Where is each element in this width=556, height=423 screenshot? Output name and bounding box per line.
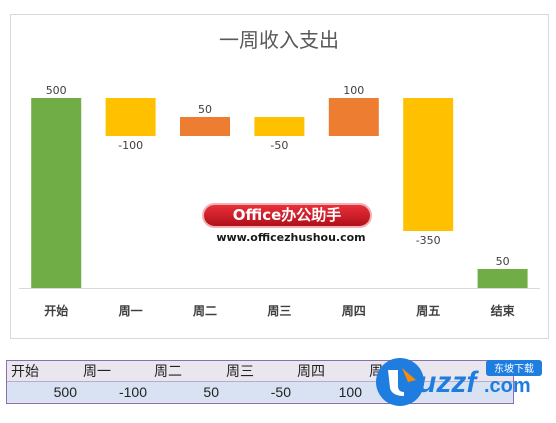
data-label: -350 [416,234,441,247]
sheet-value-cell[interactable]: 50 [203,384,219,400]
data-label: 100 [343,84,364,97]
sheet-header-row: 开始 周一 周二 周三 周四 周 [7,361,513,382]
sheet-value-cell[interactable]: -100 [118,384,147,400]
sheet-header-cell[interactable]: 周一 [83,363,111,379]
watermark-url: www.officezhushou.com [216,231,366,244]
sheet-header-cell[interactable]: 周四 [297,363,325,379]
chart-area: 一周收入支出 500 开始 -100 周一 50 周二 -50 周三 100 周四 -350 周五 50… [10,14,549,339]
x-tick-label: 周五 [416,304,440,318]
data-label: -100 [118,139,143,152]
x-tick-label: 结束 [491,303,516,318]
data-label: 50 [198,103,212,116]
uzzf-logo: uzzf .com 东坡下载 [376,358,542,406]
logo-suffix-text: .com [484,375,531,397]
x-tick-label: 周一 [119,304,143,318]
bar-周三 [254,117,305,136]
x-tick-label: 开始 [44,303,68,318]
bar-周四 [328,98,379,136]
x-tick-label: 周三 [267,304,291,318]
x-tick-label: 周二 [193,304,217,318]
chart-title: 一周收入支出 [219,28,339,52]
bar-周一 [105,98,156,136]
data-label: -50 [270,139,288,152]
sheet-value-cell[interactable]: 500 [53,384,77,400]
data-label: 50 [496,255,510,268]
logo-tag-text: 东坡下载 [494,362,534,375]
logo-main-text: uzzf [418,366,479,399]
bar-周五 [403,98,454,231]
data-label: 500 [46,84,67,97]
bar-结束 [477,269,528,288]
sheet-header-cell[interactable]: 周三 [226,363,254,379]
waterfall-chart: 一周收入支出 500 开始 -100 周一 50 周二 -50 周三 100 周四 -350 周五 50… [19,28,540,318]
sheet-header-cell[interactable]: 开始 [11,363,39,379]
logo-circle-icon [376,358,424,406]
bar-开始 [31,98,82,288]
x-tick-label: 周四 [342,304,366,318]
sheet-value-cell[interactable]: 100 [338,384,362,400]
sheet-header-cell[interactable]: 周二 [154,363,182,379]
sheet-value-cell[interactable]: -50 [270,384,291,400]
bar-周二 [180,117,230,136]
watermark-badge: Office办公助手 [202,203,372,228]
